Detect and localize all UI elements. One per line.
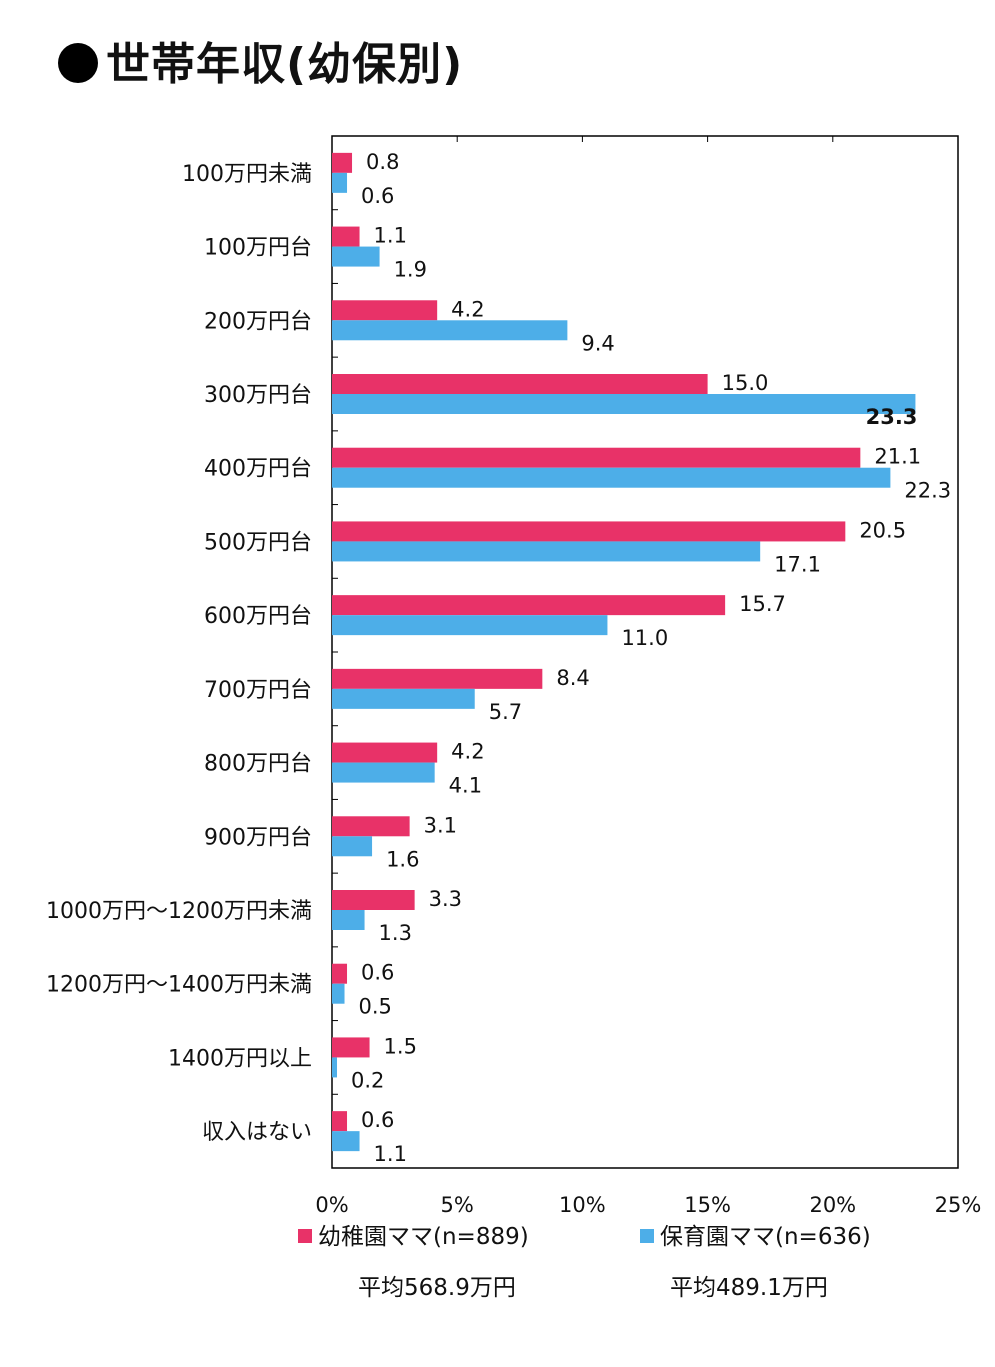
average-kindergarten: 平均568.9万円 — [358, 1275, 516, 1301]
bar-kindergarten — [332, 890, 415, 910]
value-label-nursery: 1.6 — [386, 847, 419, 871]
average-nursery: 平均489.1万円 — [670, 1275, 828, 1301]
value-label-nursery: 0.6 — [361, 184, 394, 208]
bar-kindergarten — [332, 1037, 370, 1058]
bar-nursery — [332, 1131, 360, 1152]
value-label-kindergarten: 15.0 — [722, 371, 769, 395]
legend-label-nursery: 保育園ママ(n=636) — [660, 1224, 871, 1250]
bar-nursery — [332, 688, 475, 709]
value-label-kindergarten: 0.8 — [366, 150, 399, 174]
value-label-kindergarten: 21.1 — [874, 445, 921, 469]
category-label: 1200万円～1400万円未満 — [46, 973, 312, 998]
value-label-kindergarten: 15.7 — [739, 592, 786, 616]
bar-kindergarten — [332, 226, 360, 247]
bar-nursery — [332, 394, 916, 414]
x-tick-label: 25% — [935, 1193, 982, 1217]
x-tick-label: 10% — [559, 1193, 606, 1217]
bullet-icon — [58, 43, 98, 83]
bar-kindergarten — [332, 447, 861, 468]
category-label: 700万円台 — [204, 678, 312, 703]
legend-item-nursery: 保育園ママ(n=636) — [640, 1217, 871, 1251]
bar-nursery — [332, 467, 891, 488]
bar-nursery — [332, 172, 348, 193]
category-label: 1000万円～1200万円未満 — [46, 899, 312, 924]
value-label-nursery: 0.5 — [359, 995, 392, 1019]
category-label: 600万円台 — [204, 604, 312, 629]
chart-title: 世帯年収(幼保別) — [58, 28, 463, 92]
value-label-kindergarten: 4.2 — [451, 297, 484, 321]
bar-kindergarten — [332, 963, 348, 984]
plot-frame — [331, 135, 959, 1169]
bar-kindergarten — [332, 595, 726, 616]
category-label: 100万円未満 — [182, 162, 312, 187]
bar-nursery — [332, 320, 568, 341]
value-label-kindergarten: 1.1 — [374, 224, 407, 248]
value-label-nursery: 4.1 — [449, 774, 482, 798]
value-label-nursery: 17.1 — [774, 552, 821, 576]
value-label-nursery: 22.3 — [904, 479, 951, 503]
value-label-nursery: 1.9 — [394, 258, 427, 282]
category-label: 100万円台 — [204, 236, 312, 261]
bar-nursery — [332, 762, 435, 783]
value-label-kindergarten: 1.5 — [384, 1034, 417, 1058]
x-tick-label: 20% — [809, 1193, 856, 1217]
value-label-kindergarten: 0.6 — [361, 1108, 394, 1132]
value-label-nursery: 23.3 — [866, 405, 918, 429]
x-tick-label: 15% — [684, 1193, 731, 1217]
bar-kindergarten — [332, 816, 410, 837]
value-label-nursery: 1.1 — [374, 1142, 407, 1166]
bar-kindergarten — [332, 374, 708, 394]
category-label: 800万円台 — [204, 752, 312, 777]
value-label-nursery: 9.4 — [581, 331, 614, 355]
value-label-nursery: 11.0 — [621, 626, 668, 650]
value-label-kindergarten: 0.6 — [361, 961, 394, 985]
category-label: 収入はない — [202, 1120, 312, 1145]
value-label-kindergarten: 3.3 — [429, 887, 462, 911]
bar-nursery — [332, 246, 380, 267]
value-label-nursery: 1.3 — [379, 921, 412, 945]
value-label-nursery: 5.7 — [489, 700, 522, 724]
value-label-nursery: 0.2 — [351, 1068, 384, 1092]
x-tick-label: 0% — [315, 1193, 348, 1217]
legend-item-kindergarten: 幼稚園ママ(n=889) — [298, 1217, 529, 1251]
legend-label-kindergarten: 幼稚園ママ(n=889) — [318, 1224, 529, 1250]
category-label: 1400万円以上 — [168, 1046, 312, 1071]
bar-nursery — [332, 910, 365, 930]
x-tick-label: 5% — [441, 1193, 474, 1217]
category-label: 200万円台 — [204, 309, 312, 334]
bar-nursery — [332, 1057, 338, 1078]
category-label: 900万円台 — [204, 825, 312, 850]
legend-swatch-kindergarten — [298, 1229, 312, 1243]
bar-kindergarten — [332, 1111, 348, 1132]
bar-nursery — [332, 615, 608, 636]
value-label-kindergarten: 20.5 — [859, 518, 906, 542]
legend-swatch-nursery — [640, 1229, 654, 1243]
chart-title-text: 世帯年収(幼保別) — [106, 39, 464, 90]
category-label: 500万円台 — [204, 530, 312, 555]
bar-kindergarten — [332, 300, 438, 321]
bar-nursery — [332, 983, 345, 1004]
bar-kindergarten — [332, 668, 543, 689]
category-label: 400万円台 — [204, 457, 312, 482]
bar-kindergarten — [332, 152, 353, 173]
value-label-kindergarten: 8.4 — [556, 666, 589, 690]
value-label-kindergarten: 3.1 — [424, 813, 457, 837]
value-label-kindergarten: 4.2 — [451, 740, 484, 764]
bar-nursery — [332, 836, 373, 857]
bar-kindergarten — [332, 521, 846, 542]
bar-nursery — [332, 541, 761, 562]
bar-kindergarten — [332, 742, 438, 763]
category-label: 300万円台 — [204, 383, 312, 408]
